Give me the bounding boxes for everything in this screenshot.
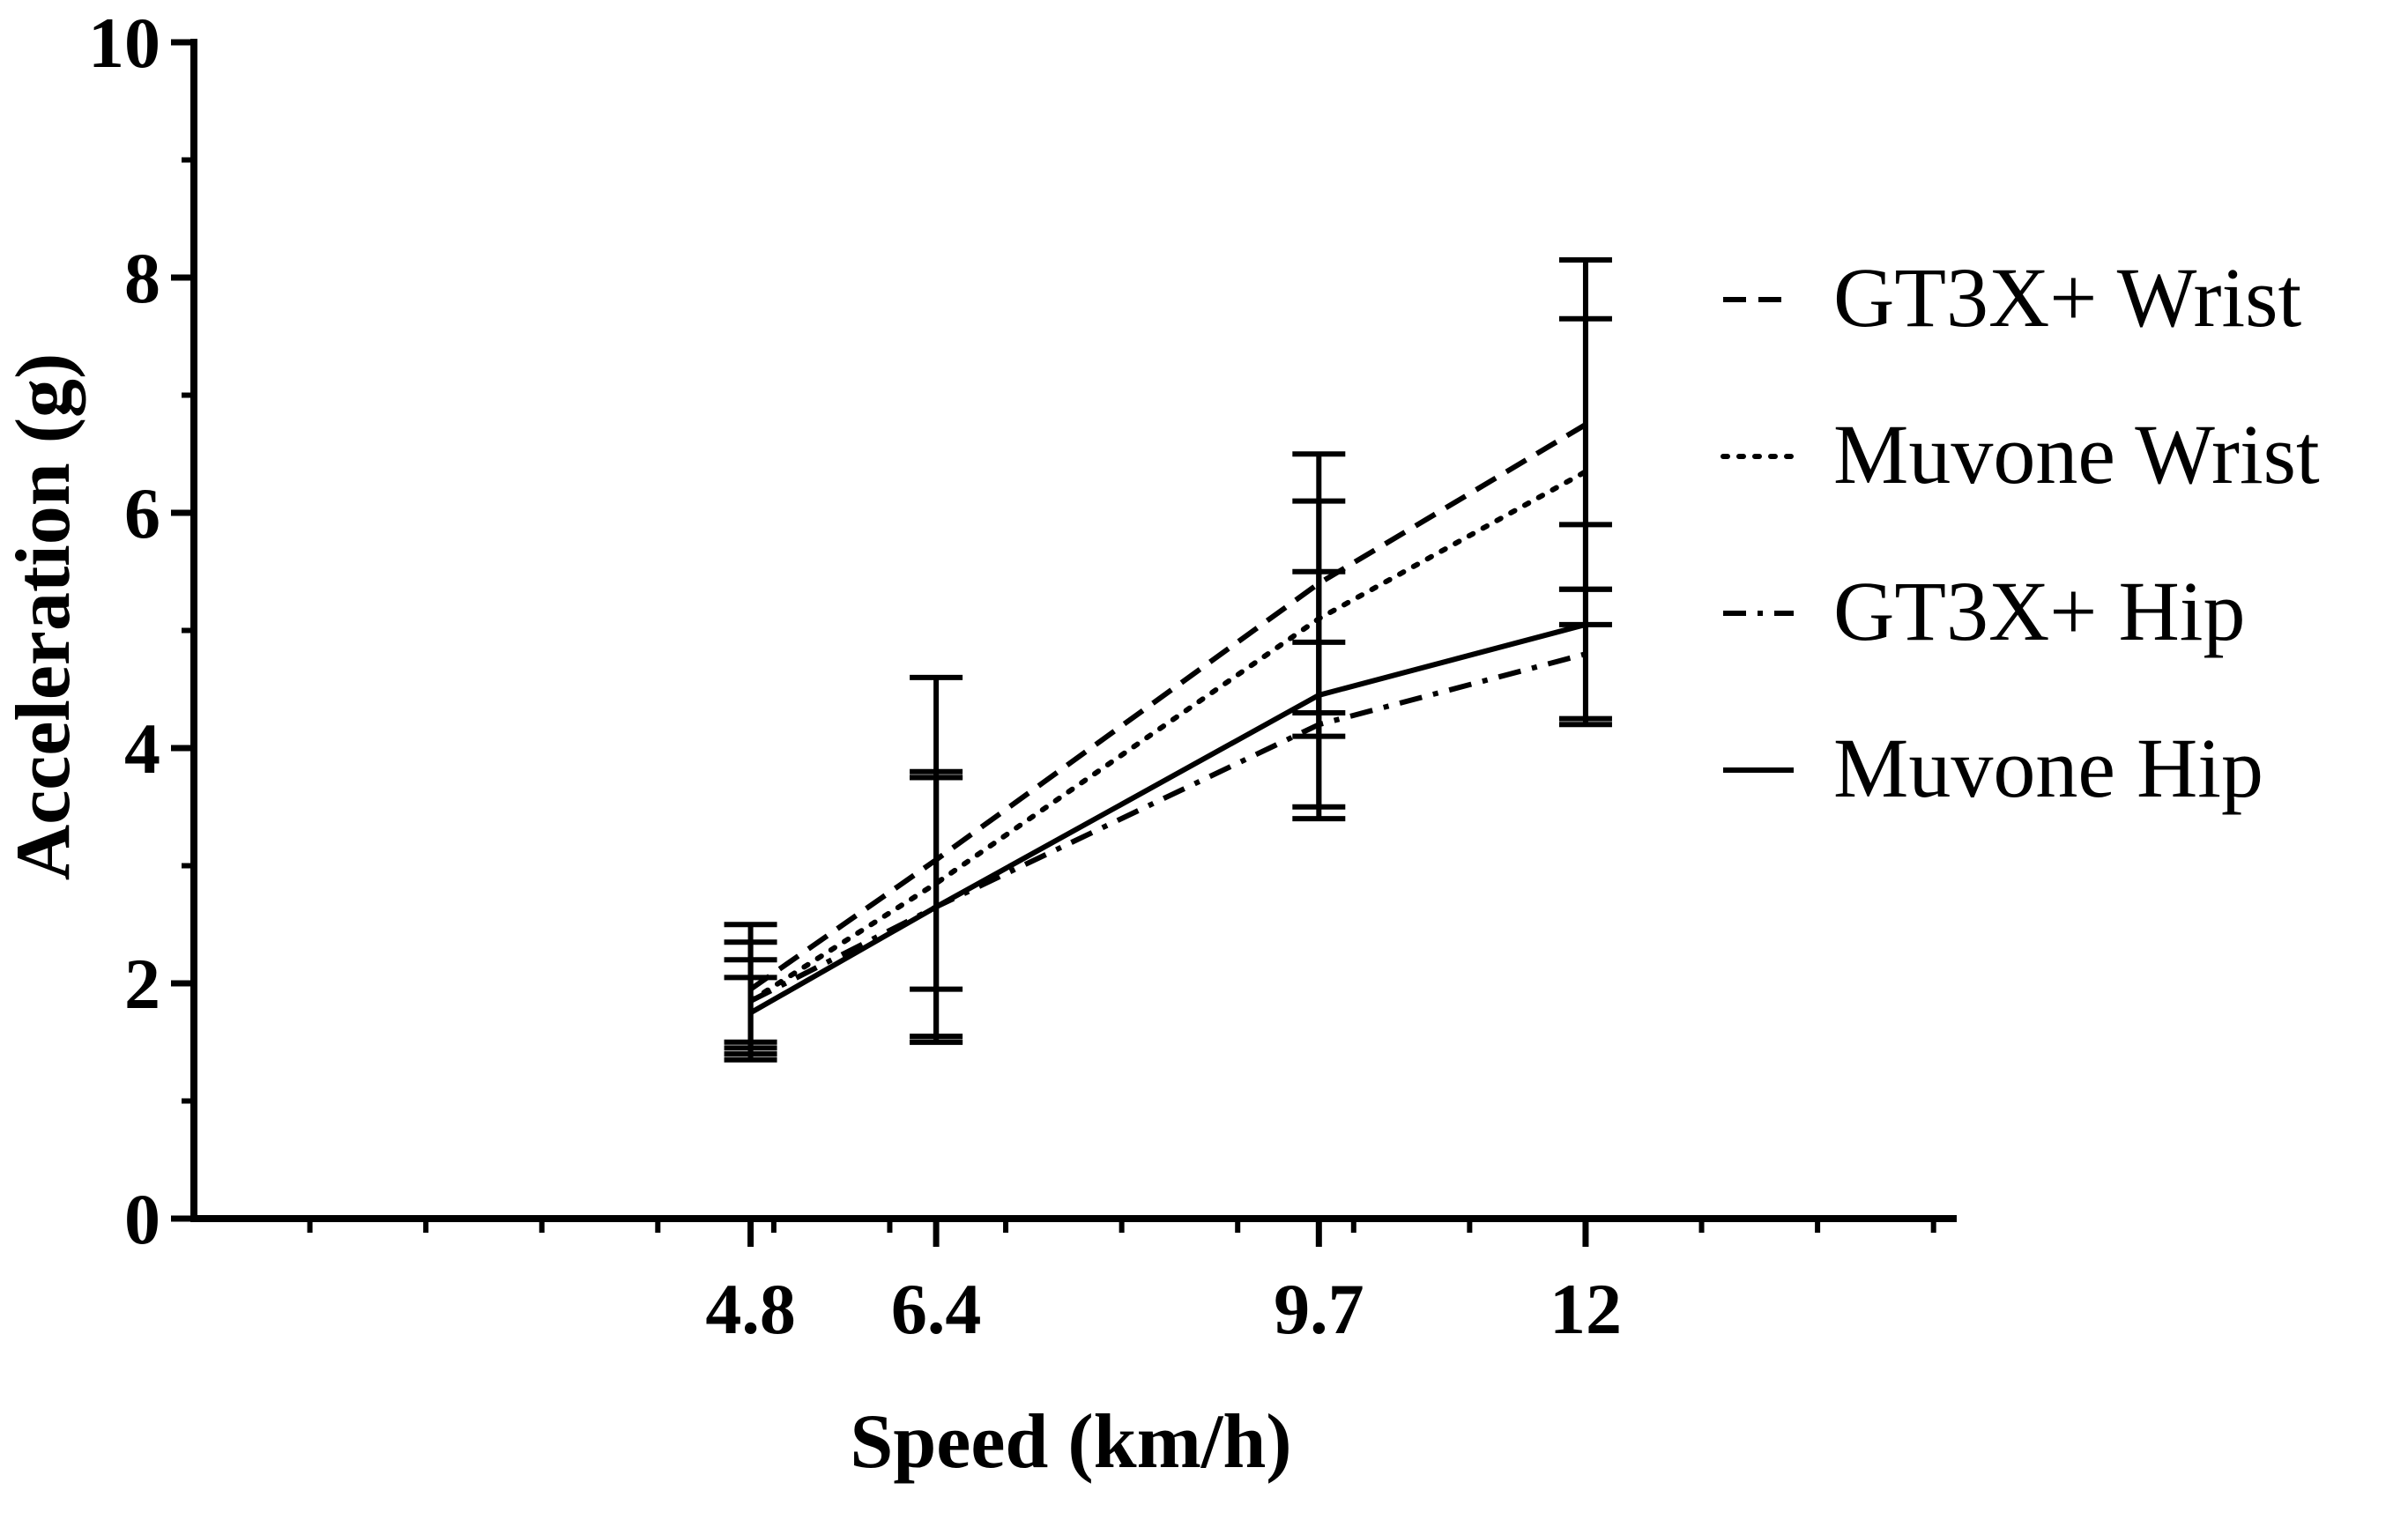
y-tick-label: 8 xyxy=(124,238,160,318)
x-tick-label: 4.8 xyxy=(705,1269,796,1349)
series-line-muvone-wrist xyxy=(747,469,1588,1004)
error-bars xyxy=(724,256,1612,1063)
x-tick-label: 12 xyxy=(1550,1269,1622,1349)
legend-label: Muvone Wrist xyxy=(1833,407,2320,501)
y-tick-label: 2 xyxy=(124,944,160,1024)
x-tick-label: 6.4 xyxy=(891,1269,982,1349)
x-axis-title: Speed (km/h) xyxy=(850,1399,1291,1485)
series-line-gt3x-hip xyxy=(749,651,1587,1004)
legend-label: GT3X+ Wrist xyxy=(1833,250,2301,345)
legend: GT3X+ Wrist Muvone Wrist GT3X+ Hip Muvone H… xyxy=(1721,250,2320,815)
series-group xyxy=(747,422,1588,1015)
x-tick-label: 9.7 xyxy=(1274,1269,1364,1349)
y-tick-label: 6 xyxy=(124,473,160,553)
y-axis-title: Acceleration (g) xyxy=(1,353,86,881)
y-tick-label: 10 xyxy=(88,3,160,83)
axes: 0 2 4 6 8 10 4.8 6.4 9.7 12 xyxy=(88,3,1957,1349)
y-tick-label: 0 xyxy=(124,1179,160,1259)
y-tick-label: 4 xyxy=(124,708,160,789)
series-line-gt3x-wrist xyxy=(748,422,1587,992)
legend-label: GT3X+ Hip xyxy=(1833,564,2245,658)
series-line-muvone-hip xyxy=(749,621,1587,1015)
legend-label: Muvone Hip xyxy=(1833,721,2263,815)
